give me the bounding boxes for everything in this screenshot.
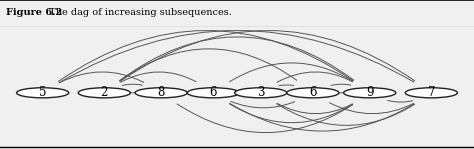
FancyArrowPatch shape xyxy=(277,104,414,125)
FancyArrowPatch shape xyxy=(120,30,414,81)
Text: 9: 9 xyxy=(366,86,374,99)
Ellipse shape xyxy=(235,88,287,98)
FancyArrowPatch shape xyxy=(279,85,293,86)
FancyArrowPatch shape xyxy=(122,84,142,85)
Text: 3: 3 xyxy=(257,86,264,99)
FancyArrowPatch shape xyxy=(229,104,353,123)
Text: 2: 2 xyxy=(100,86,108,99)
Text: 7: 7 xyxy=(428,86,435,99)
Text: 8: 8 xyxy=(157,86,165,99)
FancyArrowPatch shape xyxy=(329,103,413,114)
FancyArrowPatch shape xyxy=(331,84,350,85)
Text: The dag of increasing subsequences.: The dag of increasing subsequences. xyxy=(46,8,232,17)
Ellipse shape xyxy=(135,88,187,98)
FancyArrowPatch shape xyxy=(177,104,353,133)
FancyArrowPatch shape xyxy=(229,63,353,82)
FancyArrowPatch shape xyxy=(119,49,296,81)
Text: 5: 5 xyxy=(39,86,46,99)
FancyArrowPatch shape xyxy=(119,37,354,81)
Ellipse shape xyxy=(187,88,239,98)
Ellipse shape xyxy=(287,88,339,98)
FancyArrowPatch shape xyxy=(388,100,412,102)
FancyArrowPatch shape xyxy=(229,103,414,131)
Ellipse shape xyxy=(405,88,457,98)
FancyArrowPatch shape xyxy=(277,72,352,82)
Text: 6: 6 xyxy=(210,86,217,99)
FancyArrowPatch shape xyxy=(58,30,353,81)
FancyArrowPatch shape xyxy=(120,72,196,82)
Ellipse shape xyxy=(17,88,69,98)
FancyArrowPatch shape xyxy=(231,101,294,108)
Ellipse shape xyxy=(344,88,396,98)
FancyArrowPatch shape xyxy=(59,72,143,83)
Ellipse shape xyxy=(78,88,130,98)
FancyArrowPatch shape xyxy=(59,30,414,83)
Text: Figure 6.2: Figure 6.2 xyxy=(6,8,62,17)
Text: 6: 6 xyxy=(309,86,317,99)
FancyArrowPatch shape xyxy=(277,103,352,114)
